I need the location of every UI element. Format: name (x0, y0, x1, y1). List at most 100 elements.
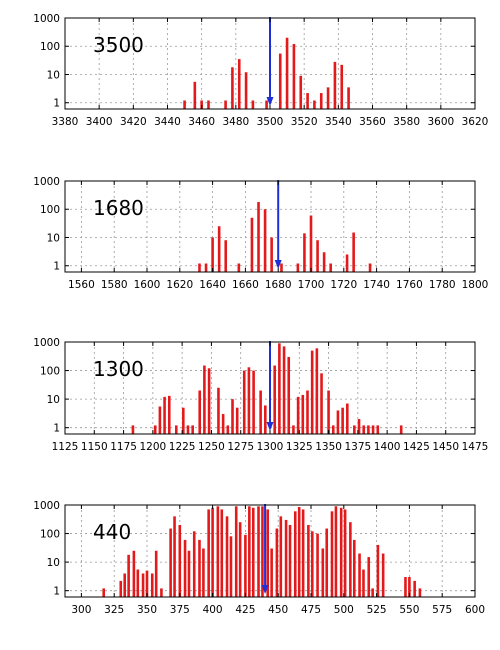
spectrum-bar (376, 425, 380, 434)
spectrum-bar (231, 67, 234, 109)
x-tick-label: 1400 (374, 441, 401, 453)
spectrum-bar (280, 263, 283, 272)
spectrum-bar (203, 365, 206, 434)
spectrum-bar (127, 554, 130, 597)
plot-frame (64, 504, 476, 598)
spectrum-bar (193, 81, 197, 109)
spectrum-bar (306, 390, 309, 434)
spectrum-bar (376, 544, 380, 597)
x-tick-label: 3600 (427, 116, 454, 128)
spectrum-bar (315, 348, 319, 434)
marker-arrow (261, 504, 269, 594)
x-tick-label: 1660 (232, 279, 259, 291)
x-tick-label: 1560 (68, 279, 95, 291)
spectrum-bar (242, 370, 246, 434)
spectrum-bar (273, 365, 276, 434)
spectrum-bar (102, 588, 105, 597)
x-tick-label: 1475 (462, 441, 489, 453)
spectrum-bar (261, 506, 264, 597)
spectrum-bar (141, 573, 145, 597)
y-tick-label: 10 (47, 394, 60, 406)
x-tick-label: 3620 (462, 116, 489, 128)
x-tick-label: 325 (104, 604, 124, 616)
spectrum-bar (182, 407, 185, 434)
spectrum-bar (368, 263, 372, 272)
y-tick-label: 1000 (33, 500, 60, 512)
spectrum-bar (252, 370, 255, 434)
spectrum-bar (362, 425, 366, 434)
spectrum-bar (341, 407, 344, 434)
spectrum-bar (136, 569, 140, 597)
x-tick-label: 1275 (227, 441, 254, 453)
spectrum-bar (224, 100, 227, 109)
spectrum-bar (221, 414, 225, 434)
spectrum-bar (235, 407, 239, 434)
spectrum-bar (216, 506, 220, 597)
spectrum-bar (288, 524, 292, 597)
spectrum-bar (316, 533, 319, 597)
spectrum-bar (334, 506, 338, 597)
spectrum-bar (358, 553, 361, 597)
spectrum-bar (270, 548, 273, 597)
x-tick-label: 300 (71, 604, 91, 616)
spectrum-bar (413, 580, 416, 597)
spectrum-bar (362, 569, 365, 597)
spectrum-bar (207, 509, 210, 597)
x-tick-label: 1780 (429, 279, 456, 291)
spectrum-bar (264, 405, 267, 434)
x-tick-label: 600 (465, 604, 485, 616)
x-tick-label: 1225 (169, 441, 196, 453)
spectrum-bar (297, 507, 301, 597)
x-tick-label: 3380 (52, 116, 79, 128)
spectrum-bar (131, 425, 135, 434)
x-tick-label: 1740 (363, 279, 390, 291)
spectrum-bar (250, 217, 254, 272)
spectrum-bar (263, 209, 267, 272)
chart-panel-1300: 1125 1150 1175 1200 1225 1250 1275 1300 1325 1350… (33, 337, 488, 453)
spectrum-bar (321, 548, 325, 597)
spectrum-bar (292, 44, 296, 110)
spectrum-bar (259, 390, 262, 434)
spectrum-bar (307, 524, 310, 597)
spectrum-bar (309, 215, 313, 272)
spectrum-bar (316, 240, 319, 272)
spectrum-bar (278, 53, 282, 109)
x-tick-label: 1175 (110, 441, 137, 453)
spectrum-bar (313, 100, 316, 109)
spectrum-bar (211, 237, 214, 272)
spectrum-bar (183, 539, 187, 597)
y-tick-label: 10 (47, 232, 60, 244)
spectrum-bar (322, 252, 326, 272)
x-tick-label: 1700 (298, 279, 325, 291)
y-tick-label: 1 (53, 261, 60, 273)
x-tick-label: 3540 (325, 116, 352, 128)
spectrum-bar (311, 531, 314, 597)
spectrum-bar (270, 237, 273, 272)
spectrum-bar (343, 509, 347, 597)
spectrum-bar (408, 577, 411, 597)
x-tick-label: 3440 (154, 116, 181, 128)
spectrum-bar (204, 263, 208, 272)
spectrum-bar (357, 419, 361, 434)
marker-arrowhead (274, 260, 282, 269)
spectrum-bar (352, 232, 355, 272)
spectrum-bar (158, 406, 162, 434)
x-tick-label: 3520 (291, 116, 318, 128)
spectrum-bar (154, 550, 158, 597)
spectrum-bar (217, 226, 221, 272)
spectrum-bar (266, 509, 269, 597)
spectrum-bar (160, 588, 163, 597)
marker-arrowhead (266, 97, 274, 106)
spectrum-bar (367, 425, 370, 434)
spectrum-bar (244, 72, 248, 109)
spectrum-bar (191, 425, 194, 434)
y-tick-label: 10 (47, 557, 60, 569)
x-tick-label: 350 (137, 604, 157, 616)
spectrum-bar (167, 395, 171, 434)
y-tick-label: 100 (40, 529, 60, 541)
spectrum-bar (257, 202, 260, 272)
marker-arrow (266, 17, 274, 106)
spectrum-bar (326, 87, 330, 109)
spectrum-bar (207, 368, 211, 434)
spectrum-bar (229, 536, 233, 597)
